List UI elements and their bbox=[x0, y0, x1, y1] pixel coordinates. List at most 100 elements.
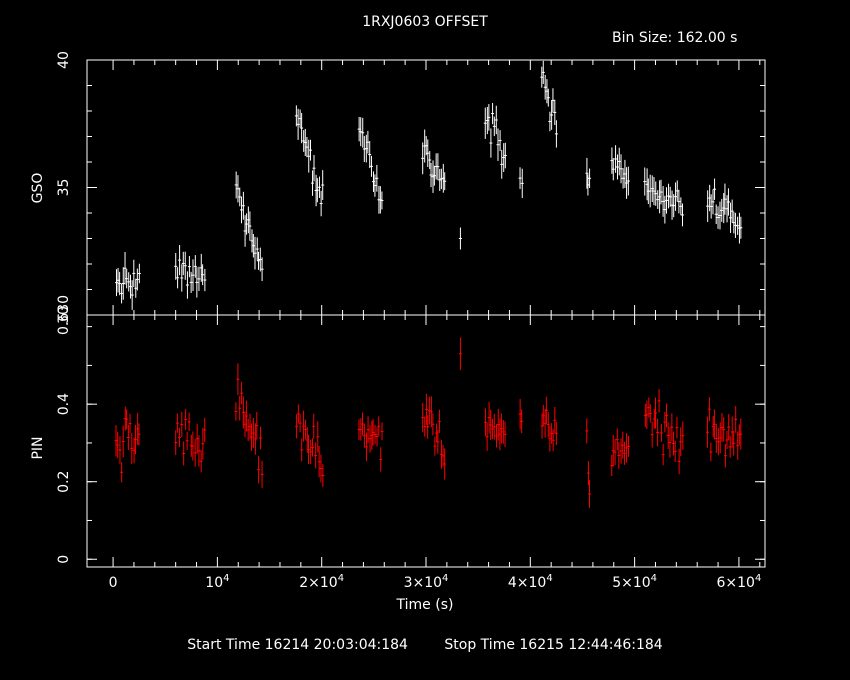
gso-data-point bbox=[428, 150, 432, 170]
pin-data-point bbox=[650, 421, 654, 448]
gso-data-point bbox=[720, 198, 724, 222]
gso-data-point bbox=[127, 272, 131, 292]
gso-data-point bbox=[711, 189, 715, 215]
pin-data-point bbox=[723, 443, 727, 468]
pin-data-point bbox=[255, 411, 259, 440]
gso-data-point bbox=[623, 159, 627, 188]
x-axis-label: Time (s) bbox=[396, 597, 454, 613]
pin-data-point bbox=[174, 430, 178, 455]
gso-data-point bbox=[679, 197, 683, 216]
pin-data-point bbox=[541, 404, 545, 427]
gso-data-point bbox=[132, 259, 136, 288]
y-tick-label: 0.2 bbox=[56, 471, 72, 493]
y-tick-label: 35 bbox=[56, 179, 72, 197]
pin-data-point bbox=[193, 438, 197, 467]
x-tick-label: 4×104 bbox=[508, 573, 553, 591]
pin-data-point bbox=[672, 431, 676, 456]
pin-data-point bbox=[260, 460, 264, 489]
gso-data-point bbox=[134, 278, 138, 298]
gso-data-point bbox=[491, 102, 495, 125]
pin-data-point bbox=[251, 417, 255, 449]
pin-data-point bbox=[187, 412, 191, 432]
pin-data-point bbox=[424, 393, 428, 426]
pin-data-point bbox=[257, 455, 261, 484]
pin-data-point bbox=[240, 381, 244, 405]
gso-data-point bbox=[319, 190, 323, 217]
pin-data-point bbox=[727, 414, 731, 441]
y-tick-label: 30 bbox=[56, 306, 72, 324]
pin-data-point bbox=[248, 413, 252, 440]
gso-data-point bbox=[706, 190, 710, 222]
gso-data-point bbox=[726, 188, 730, 216]
pin-data-point bbox=[621, 431, 625, 459]
gso-data-point bbox=[496, 128, 500, 161]
gso-data-point bbox=[503, 142, 507, 169]
pin-data-point bbox=[234, 402, 238, 421]
pin-data-point bbox=[241, 396, 245, 429]
gso-data-point bbox=[674, 182, 678, 211]
gso-data-point bbox=[300, 112, 304, 144]
gso-data-point bbox=[661, 186, 665, 217]
gso-data-point bbox=[498, 130, 502, 152]
gso-data-point bbox=[234, 171, 238, 199]
pin-data-point bbox=[586, 461, 590, 486]
gso-data-point bbox=[303, 128, 307, 157]
gso-data-point bbox=[176, 267, 180, 289]
pin-data-point bbox=[495, 424, 499, 448]
gso-data-point bbox=[183, 251, 187, 280]
pin-data-point bbox=[182, 441, 186, 466]
pin-data-point bbox=[675, 416, 679, 439]
gso-data-point bbox=[241, 191, 245, 220]
pin-data-point bbox=[377, 416, 381, 437]
y-tick-label: 0.4 bbox=[56, 393, 72, 415]
y-tick-label: 40 bbox=[56, 51, 72, 69]
gso-data-point bbox=[128, 274, 132, 299]
pin-data-point bbox=[236, 363, 240, 396]
gso-data-point bbox=[120, 283, 124, 304]
pin-data-point bbox=[627, 435, 631, 457]
gso-data-point bbox=[238, 187, 242, 207]
pin-data-point bbox=[554, 421, 558, 446]
pin-data-point bbox=[298, 414, 302, 433]
gso-data-point bbox=[424, 136, 428, 156]
chart-title: 1RXJ0603 OFFSET bbox=[362, 14, 488, 30]
gso-data-point bbox=[502, 143, 506, 172]
x-tick-label: 5×104 bbox=[612, 573, 657, 591]
pin-data-point bbox=[238, 395, 242, 421]
pin-data-point bbox=[426, 415, 430, 439]
gso-data-point bbox=[123, 251, 127, 285]
pin-data-point bbox=[307, 434, 311, 464]
gso-data-point bbox=[675, 180, 679, 202]
gso-data-point bbox=[668, 186, 672, 207]
gso-data-point bbox=[443, 172, 447, 191]
pin-data-point bbox=[550, 423, 554, 444]
gso-data-point bbox=[732, 211, 736, 234]
gso-data-point bbox=[677, 189, 681, 214]
pin-data-point bbox=[128, 413, 132, 434]
gso-data-point bbox=[248, 211, 252, 241]
gso-data-point bbox=[137, 263, 141, 284]
pin-data-point bbox=[133, 424, 137, 455]
pin-data-point bbox=[619, 438, 623, 464]
gso-data-point bbox=[245, 213, 249, 235]
pin-data-point bbox=[653, 397, 657, 429]
gso-data-point bbox=[541, 60, 545, 84]
gso-data-point bbox=[546, 88, 550, 107]
pin-data-point bbox=[316, 421, 320, 453]
pin-data-point bbox=[520, 409, 524, 434]
y-tick-label: 0.630 bbox=[56, 295, 72, 335]
gso-data-point bbox=[716, 206, 720, 229]
pin-data-point bbox=[714, 424, 718, 453]
pin-data-point bbox=[709, 442, 713, 462]
pin-data-point bbox=[319, 454, 323, 483]
gso-data-point bbox=[302, 130, 306, 152]
pin-data-point bbox=[668, 427, 672, 458]
gso-panel: 30 35 40 GSO bbox=[30, 51, 766, 324]
gso-data-point bbox=[432, 165, 436, 186]
pin-data-point bbox=[622, 441, 626, 465]
gso-data-point bbox=[203, 268, 207, 292]
gso-data-point bbox=[191, 259, 195, 292]
gso-data-point bbox=[251, 233, 255, 258]
gso-data-point bbox=[114, 269, 118, 297]
gso-data-point bbox=[189, 271, 193, 293]
